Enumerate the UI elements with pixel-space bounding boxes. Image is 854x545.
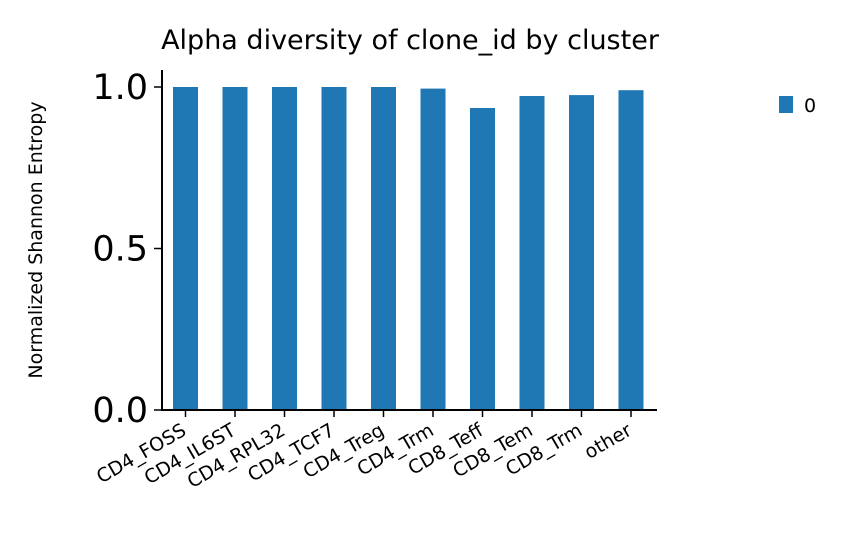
bars-group [173,87,644,410]
bar-cd4-treg [371,87,396,410]
bar-cd8-teff [470,108,495,410]
x-tick-label: other [581,419,636,463]
x-ticks-group: CD4_FOSSCD4_IL6STCD4_RPL32CD4_TCF7CD4_Tr… [93,410,636,493]
bar-other [618,90,644,410]
y-tick-label: 0.5 [92,230,148,270]
bar-cd8-tem [519,96,545,410]
bar-cd4-trm [420,88,446,410]
chart-title: Alpha diversity of clone_id by cluster [161,25,660,56]
bar-cd8-trm [569,95,594,410]
y-ticks-group: 0.0 0.5 1.0 [92,68,162,431]
legend: 0 [779,95,816,117]
bar-cd4-tcf7 [321,87,347,410]
legend-label: 0 [804,95,816,117]
bar-cd4-foss [173,87,198,410]
bar-cd4-rpl32 [272,87,297,410]
y-axis-label: Normalized Shannon Entropy [25,101,47,378]
y-tick-label: 1.0 [92,68,148,108]
bar-cd4-il6st [222,87,248,410]
legend-swatch [779,96,793,113]
y-tick-label: 0.0 [92,391,148,431]
